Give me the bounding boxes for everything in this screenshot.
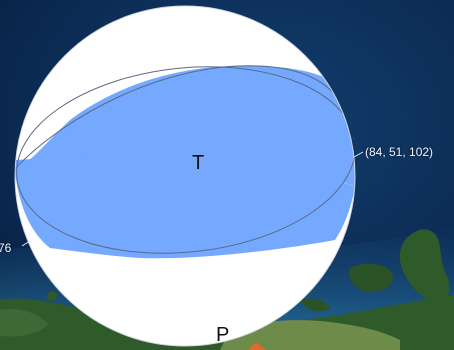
focal-mechanism-beachball[interactable] <box>7 5 364 347</box>
plane-right-leader <box>353 151 364 158</box>
nodal-plane-2 <box>16 66 355 254</box>
land-masses <box>0 229 454 350</box>
t-axis-label: T <box>192 152 205 174</box>
nodal-plane-left-label: 76) <box>0 241 12 255</box>
plane-left-leader <box>21 240 31 247</box>
beachball-outline <box>14 5 356 347</box>
nodal-plane-right-label: (84, 51, 102) <box>365 145 434 159</box>
slip-arrow <box>248 342 266 350</box>
beachball-tension-region-lower <box>15 157 355 259</box>
p-axis-label: P <box>216 324 230 346</box>
